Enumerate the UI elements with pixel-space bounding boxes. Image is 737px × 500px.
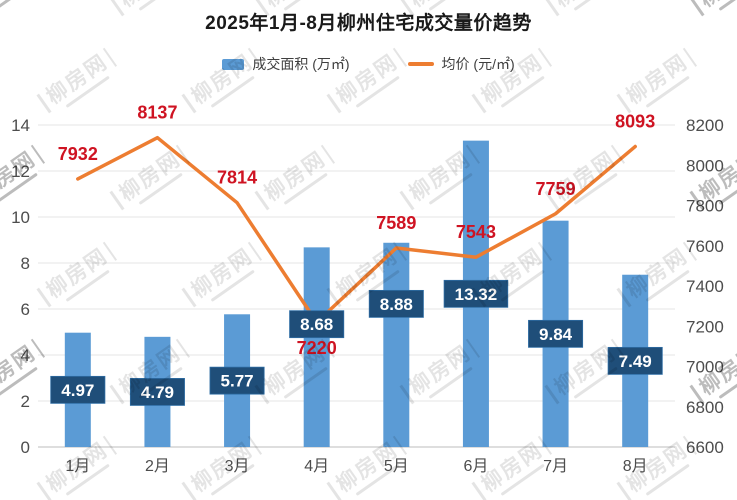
legend-label-area: 成交面积 (万㎡) [252, 56, 350, 72]
value-label: 13.32 [455, 285, 498, 304]
y-right-tick-label: 6600 [686, 438, 724, 457]
value-label-box [607, 346, 663, 375]
x-tick-label: 1月 [65, 458, 90, 475]
value-label: 9.84 [539, 325, 573, 344]
value-label: 4.97 [61, 381, 94, 400]
x-tick-label: 3月 [225, 458, 250, 475]
y-right-tick-label: 6800 [686, 398, 724, 417]
y-right-tick-label: 8000 [686, 156, 724, 175]
x-tick-label: 6月 [463, 458, 488, 475]
price-label: 7589 [376, 213, 416, 233]
y-right-tick-label: 7000 [686, 358, 724, 377]
value-label: 4.79 [141, 383, 174, 402]
y-left-tick-label: 6 [21, 300, 30, 319]
legend-item-area: 成交面积 (万㎡) [222, 54, 350, 74]
y-left-tick-label: 0 [21, 438, 30, 457]
value-label: 5.77 [221, 372, 254, 391]
y-left-tick-label: 4 [21, 346, 30, 365]
y-right-tick-label: 7400 [686, 277, 724, 296]
value-label-box [129, 378, 185, 406]
x-tick-label: 4月 [304, 458, 329, 475]
value-label-box [289, 310, 345, 339]
x-tick-label: 8月 [623, 458, 648, 475]
price-label: 7759 [536, 179, 576, 199]
value-label: 7.49 [619, 352, 652, 371]
value-label-box [209, 366, 265, 395]
value-label-box [528, 319, 584, 348]
value-label: 8.68 [300, 315, 333, 334]
y-right-tick-label: 7200 [686, 317, 724, 336]
legend-item-price: 均价 (元/㎡) [407, 54, 515, 74]
value-label-box [50, 375, 106, 404]
y-left-tick-label: 10 [11, 208, 30, 227]
legend: 成交面积 (万㎡) 均价 (元/㎡) [0, 54, 737, 74]
x-tick-label: 7月 [543, 458, 568, 475]
y-right-tick-label: 7600 [686, 237, 724, 256]
line-swatch-icon [407, 62, 434, 66]
y-left-tick-label: 8 [21, 254, 30, 273]
bar [383, 242, 410, 447]
price-label: 7932 [58, 144, 98, 164]
price-label: 8137 [137, 103, 177, 123]
x-tick-label: 2月 [145, 458, 170, 475]
bar-swatch-icon [222, 58, 245, 70]
value-label-box [443, 279, 509, 308]
x-tick-label: 5月 [384, 458, 409, 475]
y-left-tick-label: 14 [11, 116, 30, 135]
price-label: 7220 [297, 338, 337, 358]
price-line [76, 135, 637, 324]
chart-title: 2025年1月-8月柳州住宅成交量价趋势 [205, 13, 532, 34]
price-label: 7814 [217, 168, 257, 188]
value-label-box [368, 289, 424, 318]
bar [303, 247, 330, 447]
price-label: 7543 [456, 222, 496, 242]
y-left-tick-label: 2 [21, 392, 30, 411]
legend-label-price: 均价 (元/㎡) [441, 56, 515, 72]
y-right-tick-label: 7800 [686, 197, 724, 216]
value-label: 8.88 [380, 295, 413, 314]
y-right-tick-label: 8200 [686, 116, 724, 135]
y-left-tick-label: 12 [11, 162, 30, 181]
price-label: 8093 [615, 112, 655, 132]
